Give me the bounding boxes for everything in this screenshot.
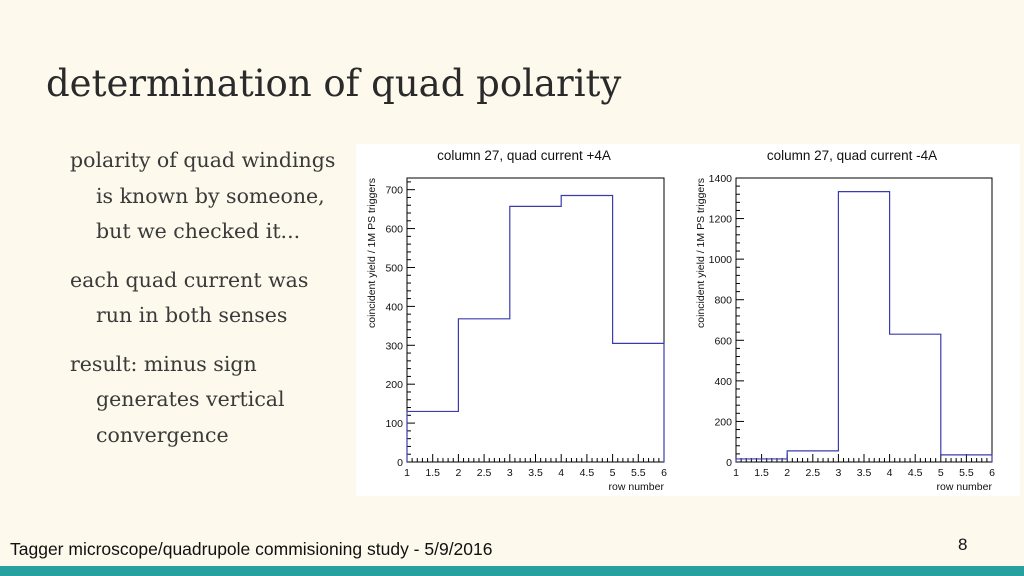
bullet-item: each quad current was run in both senses xyxy=(70,267,309,328)
page-number: 8 xyxy=(958,535,968,554)
accent-bar xyxy=(0,566,1024,576)
x-tick-label: 6 xyxy=(661,467,667,479)
x-tick-label: 2.5 xyxy=(805,467,820,479)
x-tick-label: 1.5 xyxy=(425,467,440,479)
x-tick-label: 5 xyxy=(938,467,944,479)
x-tick-label: 3.5 xyxy=(857,467,872,479)
plot-area: column 27, quad current +4A 0 100 200 300 400… xyxy=(356,144,1020,496)
y-axis-label: coincident yield / 1M PS triggers xyxy=(695,178,707,328)
histogram-bin xyxy=(407,411,458,462)
x-axis-label: row number xyxy=(609,481,665,493)
chart-title: column 27, quad current +4A xyxy=(437,148,611,163)
y-tick-label: 800 xyxy=(714,295,732,307)
histogram-outline xyxy=(406,194,665,462)
y-tick-label: 400 xyxy=(385,301,403,313)
x-tick-label: 5.5 xyxy=(631,467,646,479)
y-tick-label: 0 xyxy=(397,457,403,469)
x-tick-label: 5 xyxy=(610,467,616,479)
y-tick-label: 300 xyxy=(385,340,403,352)
histogram-plots: column 27, quad current +4A 0 100 200 300 400… xyxy=(366,148,995,493)
y-tick-label: 600 xyxy=(714,335,732,347)
x-tick-label: 1 xyxy=(404,467,410,479)
x-tick-label: 1 xyxy=(733,467,739,479)
x-tick-label: 4.5 xyxy=(580,467,595,479)
histogram-bin xyxy=(736,459,787,462)
y-tick-label: 0 xyxy=(726,457,732,469)
y-tick-label: 200 xyxy=(385,379,403,391)
chart-title: column 27, quad current -4A xyxy=(767,148,937,163)
y-tick-label: 200 xyxy=(714,416,732,428)
bullet-list: polarity of quad windings is known by so… xyxy=(70,143,350,466)
histogram-bin xyxy=(613,343,664,462)
histogram-bin xyxy=(941,455,992,462)
x-tick-label: 5.5 xyxy=(959,467,974,479)
histogram-bin xyxy=(561,196,612,462)
y-tick-label: 100 xyxy=(385,418,403,430)
x-tick-label: 2 xyxy=(455,467,461,479)
y-tick-label: 400 xyxy=(714,376,732,388)
footer-text: Tagger microscope/quadrupole commisionin… xyxy=(10,539,493,559)
x-tick-label: 4 xyxy=(558,467,564,479)
x-tick-label: 3 xyxy=(507,467,513,479)
bullet-item: polarity of quad windings is known by so… xyxy=(70,148,336,243)
histogram-bin xyxy=(458,319,509,462)
x-tick-label: 2 xyxy=(784,467,790,479)
y-tick-label: 1000 xyxy=(709,254,733,266)
histogram-outline xyxy=(735,190,993,462)
y-tick-label: 500 xyxy=(385,262,403,274)
y-tick-label: 700 xyxy=(385,185,403,197)
histogram-bin xyxy=(787,451,838,462)
x-tick-label: 6 xyxy=(989,467,995,479)
x-tick-label: 4.5 xyxy=(908,467,923,479)
y-tick-label: 1400 xyxy=(709,173,733,185)
x-tick-label: 4 xyxy=(887,467,893,479)
x-axis-label: row number xyxy=(937,481,993,493)
bullet-item: result: minus sign generates vertical co… xyxy=(70,351,285,447)
histogram-bin xyxy=(510,206,561,462)
x-tick-label: 2.5 xyxy=(477,467,492,479)
y-axis-label: coincident yield / 1M PS triggers xyxy=(366,178,378,328)
x-tick-label: 3 xyxy=(835,467,841,479)
y-tick-label: 1200 xyxy=(709,214,733,226)
histogram-bin xyxy=(838,192,889,462)
x-tick-label: 3.5 xyxy=(528,467,543,479)
y-tick-label: 600 xyxy=(385,224,403,236)
slide-title: determination of quad polarity xyxy=(46,62,622,105)
x-tick-label: 1.5 xyxy=(754,467,769,479)
histogram-bin xyxy=(890,334,941,462)
